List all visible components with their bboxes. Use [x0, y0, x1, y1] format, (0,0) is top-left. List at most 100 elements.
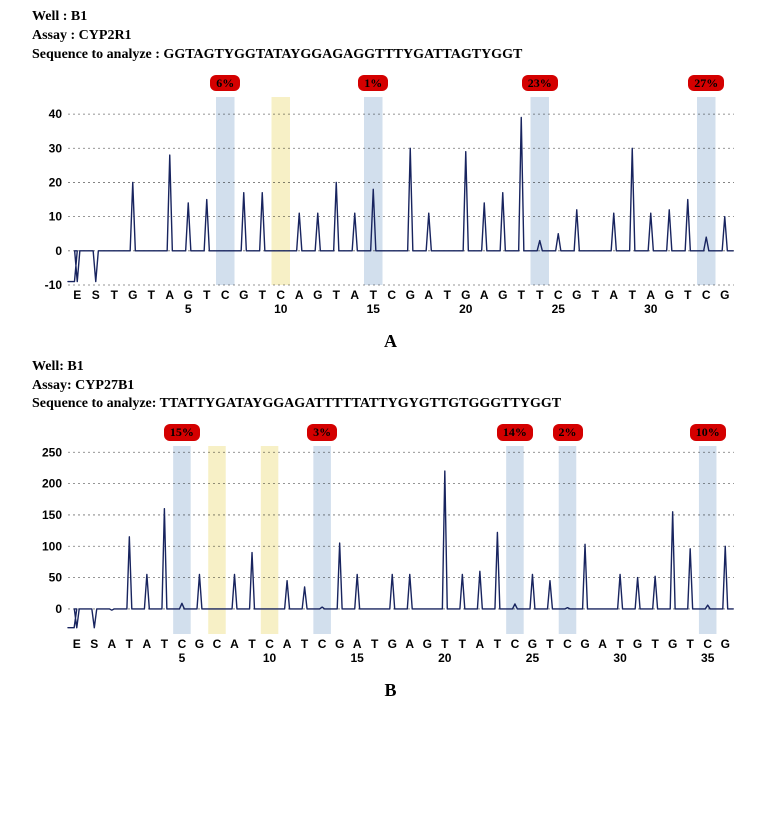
x-base-letter: T [148, 288, 156, 302]
x-base-letter: A [424, 288, 433, 302]
x-base-letter: G [406, 288, 415, 302]
page: Well : B1 Assay : CYP2R1 Sequence to ana… [0, 0, 777, 814]
x-base-letter: T [444, 288, 452, 302]
x-base-letter: A [476, 637, 485, 651]
highlight-band-blue [313, 446, 331, 634]
x-base-letter: G [461, 288, 470, 302]
x-base-letter: G [633, 637, 642, 651]
x-base-letter: C [387, 288, 396, 302]
x-base-letter: A [283, 637, 292, 651]
y-tick-label: 10 [49, 209, 63, 223]
y-tick-label: 40 [49, 107, 63, 121]
x-base-letter: A [295, 288, 304, 302]
x-number-tick: 25 [552, 302, 566, 316]
x-base-letter: G [388, 637, 397, 651]
x-base-letter: T [441, 637, 449, 651]
x-number-tick: 30 [644, 302, 658, 316]
x-base-letter: G [195, 637, 204, 651]
x-number-tick: 5 [185, 302, 192, 316]
x-base-letter: G [128, 288, 137, 302]
x-base-letter: C [563, 637, 572, 651]
x-base-letter: C [511, 637, 520, 651]
y-tick-label: 0 [55, 602, 62, 616]
x-base-letter: G [335, 637, 344, 651]
y-tick-label: 50 [49, 571, 63, 585]
methylation-badge: 27% [688, 75, 724, 91]
plot-background [68, 446, 734, 634]
x-base-letter: T [629, 288, 637, 302]
y-tick-label: 250 [42, 446, 62, 460]
y-tick-label: 150 [42, 508, 62, 522]
x-base-letter: C [703, 637, 712, 651]
x-number-tick: 15 [367, 302, 381, 316]
x-base-letter: G [423, 637, 432, 651]
panel-b-label: B [24, 680, 757, 701]
panel-b: Well: B1 Assay: CYP27B1 Sequence to anal… [24, 358, 757, 702]
x-base-letter: S [90, 637, 98, 651]
y-tick-label: -10 [45, 278, 63, 292]
x-base-letter: G [528, 637, 537, 651]
x-base-letter: T [687, 637, 695, 651]
x-number-tick: 30 [613, 651, 627, 665]
x-number-tick: 10 [263, 651, 277, 665]
x-base-letter: E [73, 288, 81, 302]
x-number-tick: 25 [526, 651, 540, 665]
x-number-tick: 35 [701, 651, 715, 665]
plot-background [68, 97, 734, 285]
highlight-band-blue [216, 97, 235, 285]
x-base-letter: A [598, 637, 607, 651]
x-base-letter: T [616, 637, 624, 651]
x-base-letter: C [318, 637, 327, 651]
x-base-letter: A [609, 288, 618, 302]
x-base-letter: T [518, 288, 526, 302]
panel-a-header: Well : B1 Assay : CYP2R1 Sequence to ana… [32, 8, 757, 65]
x-base-letter: A [165, 288, 174, 302]
methylation-badge: 1% [358, 75, 388, 91]
highlight-band-blue [531, 97, 550, 285]
x-number-tick: 20 [459, 302, 473, 316]
x-base-letter: T [459, 637, 467, 651]
x-base-letter: C [265, 637, 274, 651]
x-base-letter: A [350, 288, 359, 302]
x-base-letter: T [651, 637, 659, 651]
x-base-letter: T [536, 288, 544, 302]
panel-b-plot: 050100150200250ESATATCGCATCATCGATGAGTTAT… [24, 418, 757, 678]
x-base-letter: C [221, 288, 230, 302]
highlight-band-blue [506, 446, 524, 634]
x-base-letter: G [721, 637, 730, 651]
y-tick-label: 200 [42, 477, 62, 491]
panel-b-header: Well: B1 Assay: CYP27B1 Sequence to anal… [32, 358, 757, 415]
highlight-band-yellow [272, 97, 291, 285]
x-base-letter: C [554, 288, 563, 302]
x-base-letter: T [259, 288, 267, 302]
x-base-letter: A [230, 637, 239, 651]
x-base-letter: C [213, 637, 222, 651]
x-base-letter: G [580, 637, 589, 651]
highlight-band-blue [173, 446, 191, 634]
methylation-badge: 2% [553, 424, 583, 440]
x-base-letter: A [143, 637, 152, 651]
x-base-letter: G [313, 288, 322, 302]
x-number-tick: 15 [351, 651, 365, 665]
x-base-letter: A [353, 637, 362, 651]
x-base-letter: T [371, 637, 379, 651]
y-tick-label: 100 [42, 540, 62, 554]
x-base-letter: T [111, 288, 119, 302]
x-number-tick: 20 [438, 651, 452, 665]
x-base-letter: A [107, 637, 116, 651]
x-base-letter: T [161, 637, 169, 651]
x-number-tick: 10 [274, 302, 288, 316]
x-base-letter: G [184, 288, 193, 302]
methylation-badge: 3% [307, 424, 337, 440]
y-tick-label: 30 [49, 141, 63, 155]
highlight-band-blue [559, 446, 577, 634]
highlight-band-yellow [208, 446, 226, 634]
x-base-letter: T [592, 288, 600, 302]
x-base-letter: G [572, 288, 581, 302]
x-base-letter: T [333, 288, 341, 302]
x-base-letter: S [92, 288, 100, 302]
x-base-letter: C [276, 288, 285, 302]
highlight-band-yellow [261, 446, 279, 634]
x-base-letter: G [720, 288, 729, 302]
x-base-letter: G [239, 288, 248, 302]
